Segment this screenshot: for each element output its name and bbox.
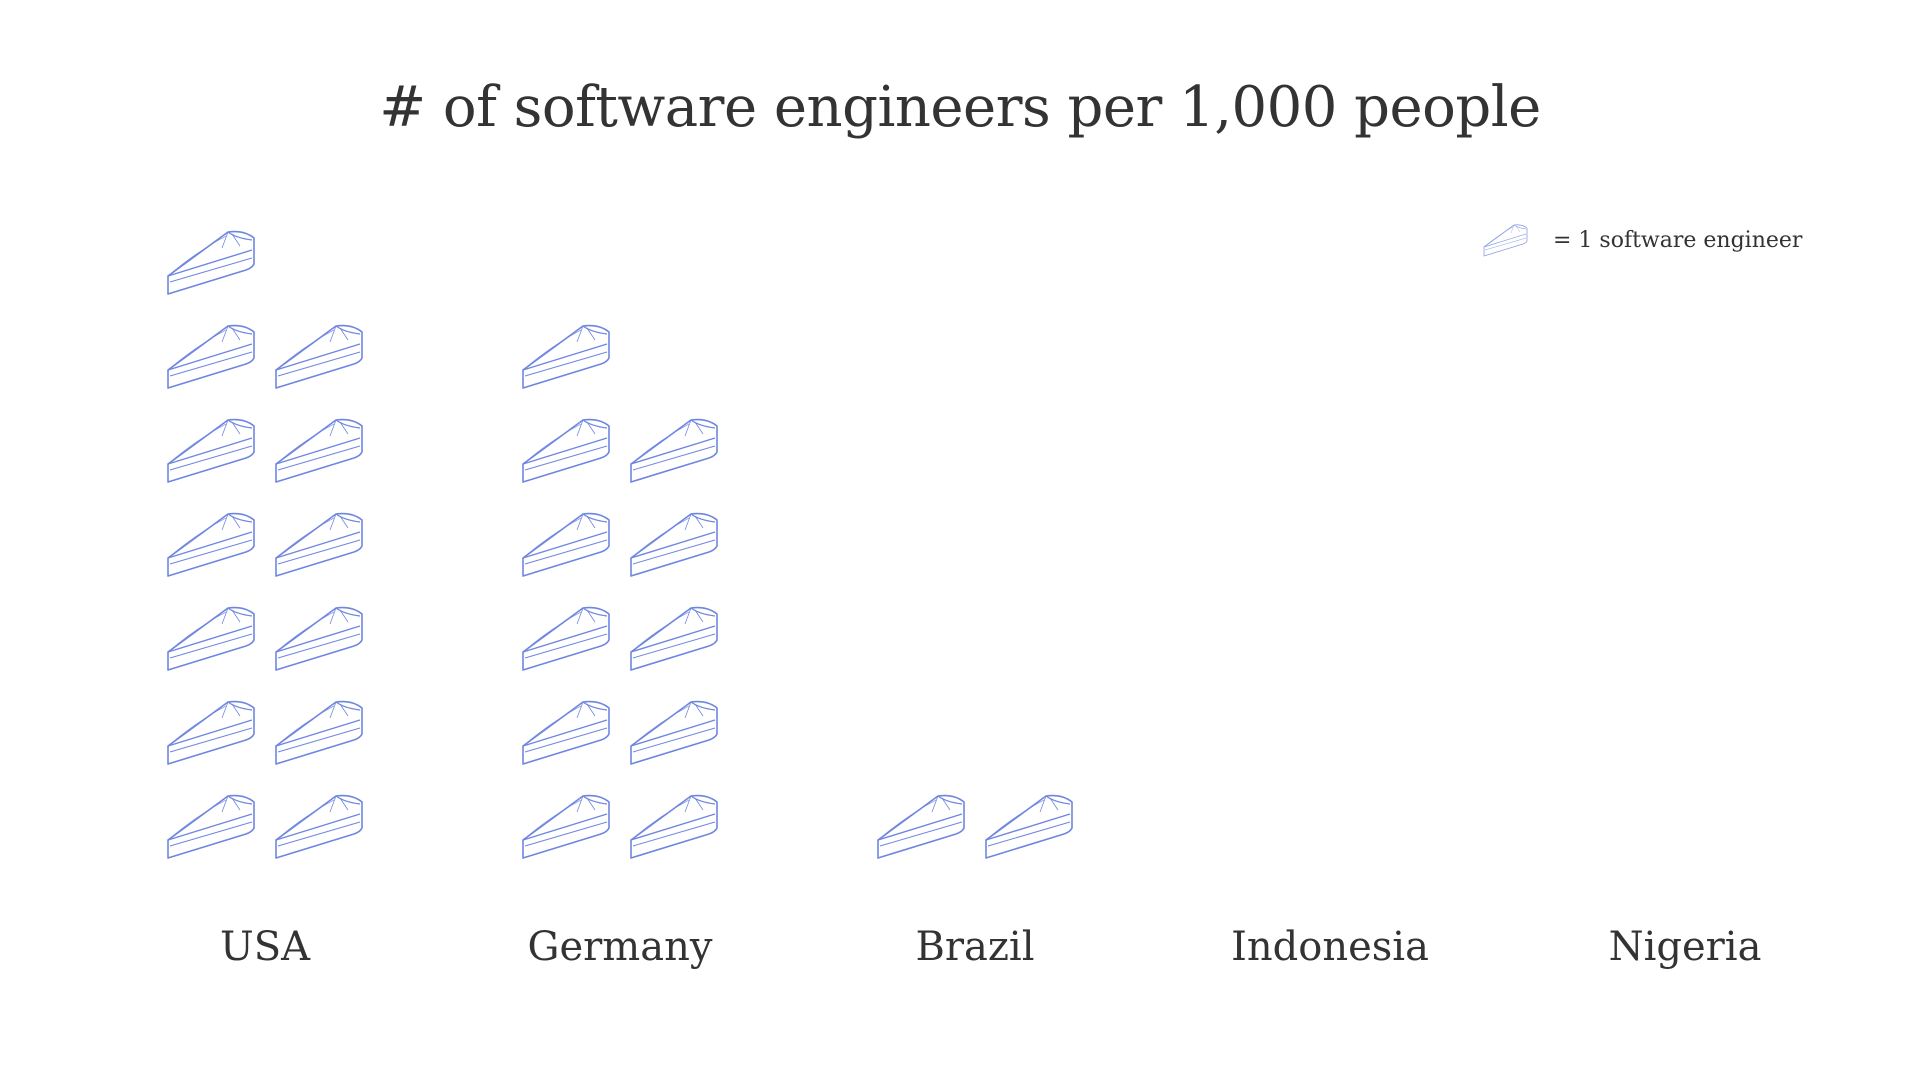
- pie-slice-icon: [275, 512, 363, 577]
- pie-slice-icon: [522, 324, 610, 389]
- icons-layer: [167, 230, 1675, 859]
- pie-slice-icon: [630, 418, 718, 483]
- pie-slice-icon: [167, 418, 255, 483]
- pie-slice-icon: [522, 606, 610, 671]
- pie-slice-icon: [630, 606, 718, 671]
- pie-slice-icon: [522, 794, 610, 859]
- pie-slice-icon: [167, 324, 255, 389]
- pie-slice-icon: [630, 512, 718, 577]
- pie-slice-icon: [630, 700, 718, 765]
- pie-slice-icon: [903, 700, 965, 765]
- pie-slice-icon: [275, 794, 363, 859]
- pie-slice-icon: [985, 794, 1073, 859]
- category-labels: USA Germany Brazil Indonesia Nigeria: [220, 924, 1761, 970]
- legend-label: = 1 software engineer: [1553, 228, 1803, 253]
- legend-pie-slice-icon: [1483, 224, 1528, 257]
- pie-slice-icon: [275, 324, 363, 389]
- pie-slice-icon: [630, 794, 718, 859]
- pie-slice-icon: [522, 512, 610, 577]
- pie-slice-icon: [275, 700, 363, 765]
- category-label: Brazil: [915, 924, 1034, 970]
- pie-slice-icon: [522, 700, 610, 765]
- category-label: Germany: [528, 924, 713, 970]
- category-label: USA: [220, 924, 311, 970]
- legend: = 1 software engineer: [1483, 224, 1803, 257]
- pie-slice-icon: [167, 700, 255, 765]
- pie-slice-icon: [877, 794, 965, 859]
- category-label: Indonesia: [1231, 924, 1429, 970]
- chart-title: # of software engineers per 1,000 people: [379, 75, 1541, 140]
- pie-slice-icon: [167, 794, 255, 859]
- pie-slice-icon: [522, 418, 610, 483]
- pie-slice-icon: [1622, 794, 1675, 859]
- pie-slice-icon: [1249, 794, 1320, 859]
- category-label: Nigeria: [1609, 924, 1762, 970]
- pie-slice-icon: [167, 606, 255, 671]
- pie-slice-icon: [167, 230, 255, 295]
- pie-slice-icon: [275, 418, 363, 483]
- pie-slice-icon: [275, 606, 363, 671]
- pie-slice-icon: [167, 512, 255, 577]
